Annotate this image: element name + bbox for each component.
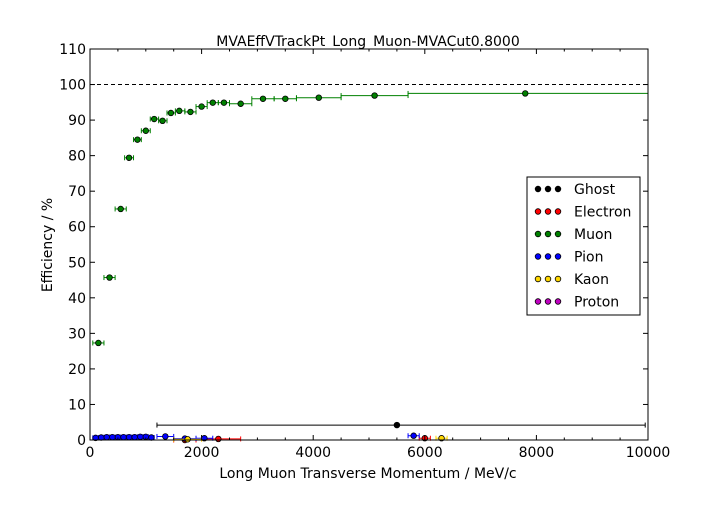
legend-marker-proton-1 xyxy=(544,298,552,305)
data-point-ghost-0 xyxy=(393,421,401,429)
data-point-muon-17 xyxy=(315,94,322,101)
data-point-muon-3 xyxy=(125,154,133,161)
y-axis-label: Efficiency / % xyxy=(40,198,56,292)
x-tick-label-5: 10000 xyxy=(626,445,671,461)
data-point-muon-14 xyxy=(237,100,244,107)
y-tick-label-4: 40 xyxy=(68,291,86,307)
x-tick-label-1: 2000 xyxy=(184,445,220,461)
y-tick-label-9: 90 xyxy=(68,113,86,129)
y-tick-label-8: 80 xyxy=(68,149,86,165)
data-point-muon-4 xyxy=(134,136,141,143)
legend-marker-electron-0 xyxy=(534,208,542,215)
legend-marker-muon-2 xyxy=(554,230,562,238)
data-point-electron-1 xyxy=(215,435,222,443)
legend-marker-electron-2 xyxy=(554,208,562,215)
legend-label-kaon: Kaon xyxy=(574,272,609,288)
data-point-pion-6 xyxy=(125,433,133,441)
legend-marker-ghost-1 xyxy=(544,185,552,193)
data-point-pion-14 xyxy=(410,432,417,439)
legend-item-kaon: Kaon xyxy=(534,272,609,288)
legend-marker-ghost-2 xyxy=(554,185,562,193)
y-tick-label-11: 110 xyxy=(59,42,86,58)
chart-title: MVAEffVTrackPt_Long_Muon-MVACut0.8000 xyxy=(216,34,520,50)
data-point-pion-7 xyxy=(131,433,138,441)
y-tick-label-5: 50 xyxy=(68,255,86,271)
data-point-pion-8 xyxy=(137,433,144,441)
data-point-muon-11 xyxy=(198,103,205,110)
y-tick-label-1: 10 xyxy=(68,397,86,413)
data-point-muon-0 xyxy=(95,339,102,347)
legend-marker-ghost-0 xyxy=(534,185,542,193)
y-tick-label-2: 20 xyxy=(68,362,86,378)
legend: Ghost Electron Muon Pion Kaon Proton xyxy=(526,176,641,316)
legend-marker-kaon-2 xyxy=(554,275,562,283)
legend-item-proton: Proton xyxy=(534,295,619,311)
legend-marker-muon-0 xyxy=(534,230,542,238)
x-tick-label-3: 6000 xyxy=(407,445,443,461)
data-point-muon-16 xyxy=(282,95,289,102)
legend-marker-pion-1 xyxy=(544,253,552,260)
legend-label-muon: Muon xyxy=(574,227,612,243)
y-tick-label-0: 0 xyxy=(77,433,86,449)
legend-item-ghost: Ghost xyxy=(534,182,616,198)
data-point-muon-10 xyxy=(187,108,194,116)
legend-label-proton: Proton xyxy=(574,295,619,311)
data-point-muon-6 xyxy=(150,115,158,123)
legend-marker-pion-0 xyxy=(534,253,542,260)
data-point-pion-1 xyxy=(97,434,105,441)
data-point-muon-8 xyxy=(167,109,175,117)
legend-label-electron: Electron xyxy=(574,205,631,221)
x-axis-label: Long Muon Transverse Momentum / MeV/c xyxy=(219,466,516,482)
legend-box xyxy=(526,176,641,316)
legend-marker-kaon-0 xyxy=(534,275,542,283)
y-tick-label-7: 70 xyxy=(68,184,86,200)
data-point-muon-13 xyxy=(220,99,228,106)
data-point-muon-1 xyxy=(106,274,113,281)
data-point-muon-19 xyxy=(522,90,529,97)
axes: 0 2000 4000 6000 8000 10000 0 10 20 30 40 50 60 70 80 9… xyxy=(59,42,670,461)
data-point-muon-5 xyxy=(142,127,149,134)
legend-label-ghost: Ghost xyxy=(574,182,616,198)
series-muon xyxy=(92,90,649,347)
y-tick-label-3: 30 xyxy=(68,326,86,342)
legend-marker-proton-0 xyxy=(534,298,542,305)
data-point-muon-2 xyxy=(117,205,124,213)
y-tick-label-10: 100 xyxy=(59,78,86,94)
legend-marker-electron-1 xyxy=(544,208,552,215)
x-tick-label-2: 4000 xyxy=(295,445,331,461)
data-point-muon-7 xyxy=(159,117,166,125)
legend-item-pion: Pion xyxy=(534,250,603,266)
legend-marker-proton-2 xyxy=(554,298,562,305)
legend-marker-pion-2 xyxy=(554,253,562,260)
x-tick-label-0: 0 xyxy=(86,445,95,461)
data-point-muon-9 xyxy=(176,107,183,115)
data-point-pion-5 xyxy=(120,433,127,441)
legend-label-pion: Pion xyxy=(574,250,603,266)
legend-item-electron: Electron xyxy=(534,205,631,221)
data-point-muon-15 xyxy=(259,95,267,102)
data-point-muon-18 xyxy=(371,92,378,99)
y-tick-label-6: 60 xyxy=(68,220,86,236)
data-point-pion-3 xyxy=(109,433,116,441)
legend-marker-kaon-1 xyxy=(544,275,552,283)
data-point-pion-2 xyxy=(103,433,110,441)
x-tick-label-4: 8000 xyxy=(519,445,555,461)
data-point-pion-10 xyxy=(148,434,155,441)
data-point-kaon-0 xyxy=(184,436,191,443)
legend-item-muon: Muon xyxy=(534,227,612,243)
legend-marker-muon-1 xyxy=(544,230,552,238)
data-point-muon-12 xyxy=(209,99,216,106)
data-point-pion-11 xyxy=(162,433,169,440)
series-ghost xyxy=(156,421,646,429)
